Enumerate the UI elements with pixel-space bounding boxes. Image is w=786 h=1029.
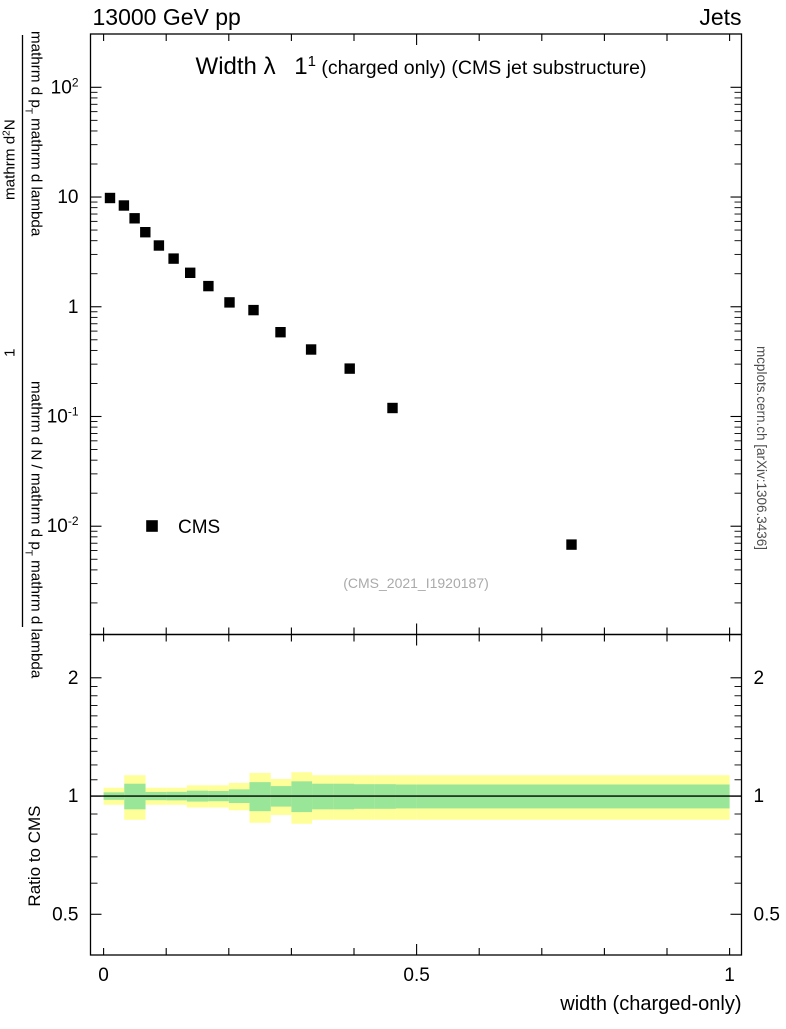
- svg-text:0.5: 0.5: [754, 904, 780, 925]
- svg-text:0: 0: [98, 965, 109, 986]
- svg-text:Ratio to CMS: Ratio to CMS: [25, 805, 44, 906]
- svg-text:2: 2: [68, 668, 79, 689]
- svg-text:13000 GeV pp: 13000 GeV pp: [93, 4, 241, 30]
- svg-text:1: 1: [68, 786, 79, 807]
- svg-text:10: 10: [57, 187, 78, 208]
- svg-text:CMS: CMS: [178, 517, 220, 538]
- svg-text:Width λ 11 (charged only) (CMS: Width λ 11 (charged only) (CMS jet subst…: [196, 53, 647, 81]
- svg-text:1: 1: [724, 965, 735, 986]
- svg-text:Jets: Jets: [699, 4, 741, 30]
- svg-text:0.5: 0.5: [403, 965, 429, 986]
- svg-text:1: 1: [2, 349, 19, 357]
- svg-text:mcplots.cern.ch [arXiv:1306.34: mcplots.cern.ch [arXiv:1306.3436]: [754, 346, 769, 550]
- svg-text:1: 1: [754, 786, 765, 807]
- svg-text:width (charged-only): width (charged-only): [559, 993, 741, 1015]
- svg-text:2: 2: [754, 668, 765, 689]
- svg-text:1: 1: [68, 297, 79, 318]
- svg-text:0.5: 0.5: [52, 904, 78, 925]
- svg-text:(CMS_2021_I1920187): (CMS_2021_I1920187): [343, 575, 489, 591]
